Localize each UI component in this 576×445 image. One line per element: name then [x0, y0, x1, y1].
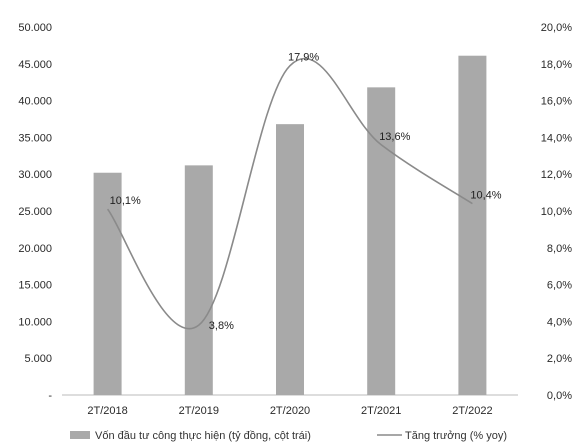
line-data-labels: 10,1% 3,8% 17,9% 13,6% 10,4%: [110, 52, 502, 332]
right-tick-label: 10,0%: [541, 206, 572, 218]
left-tick-label: 10.000: [18, 316, 52, 328]
right-tick-label: 12,0%: [541, 169, 572, 181]
left-tick-label: 30.000: [18, 169, 52, 181]
left-tick-label: 25.000: [18, 206, 52, 218]
line-data-label: 17,9%: [288, 52, 319, 64]
legend-bar-swatch: [70, 431, 90, 439]
right-tick-label: 2,0%: [547, 353, 572, 365]
left-tick-label: 35.000: [18, 132, 52, 144]
right-tick-label: 14,0%: [541, 132, 572, 144]
line-data-label: 10,4%: [470, 190, 501, 202]
bar: [184, 165, 213, 395]
category-label: 2T/2019: [179, 405, 219, 417]
category-label: 2T/2022: [452, 405, 492, 417]
category-label: 2T/2018: [87, 405, 127, 417]
right-tick-label: 20,0%: [541, 22, 572, 34]
right-axis-ticks: 0,0% 2,0% 4,0% 6,0% 8,0% 10,0% 12,0% 14,0% 16,0%…: [541, 22, 572, 402]
right-tick-label: 8,0%: [547, 243, 572, 255]
left-tick-label: -: [48, 390, 52, 402]
legend: Vốn đầu tư công thực hiện (tỷ đồng, cột …: [70, 430, 507, 442]
category-label: 2T/2020: [270, 405, 310, 417]
bar: [458, 55, 487, 395]
right-tick-label: 0,0%: [547, 390, 572, 402]
legend-line-label: Tăng trưởng (% yoy): [405, 430, 507, 442]
category-label: 2T/2021: [361, 405, 401, 417]
line-data-label: 13,6%: [379, 131, 410, 143]
bar-series: [93, 55, 487, 396]
left-axis-ticks: - 5.000 10.000 15.000 20.000 25.000 30.000 35.0…: [18, 22, 52, 402]
left-tick-label: 5.000: [24, 353, 52, 365]
left-tick-label: 45.000: [18, 59, 52, 71]
line-data-label: 10,1%: [110, 195, 141, 207]
bar: [367, 87, 396, 396]
line-data-label: 3,8%: [209, 320, 234, 332]
left-tick-label: 20.000: [18, 243, 52, 255]
bar: [276, 124, 304, 395]
category-labels: 2T/2018 2T/2019 2T/2020 2T/2021 2T/2022: [87, 405, 492, 417]
legend-bar-label: Vốn đầu tư công thực hiện (tỷ đồng, cột …: [95, 430, 311, 442]
left-tick-label: 40.000: [18, 96, 52, 108]
left-tick-label: 15.000: [18, 280, 52, 292]
right-tick-label: 18,0%: [541, 59, 572, 71]
right-tick-label: 16,0%: [541, 96, 572, 108]
right-tick-label: 4,0%: [547, 316, 572, 328]
growth-line: [106, 57, 473, 330]
left-tick-label: 50.000: [18, 22, 52, 34]
right-tick-label: 6,0%: [547, 280, 572, 292]
